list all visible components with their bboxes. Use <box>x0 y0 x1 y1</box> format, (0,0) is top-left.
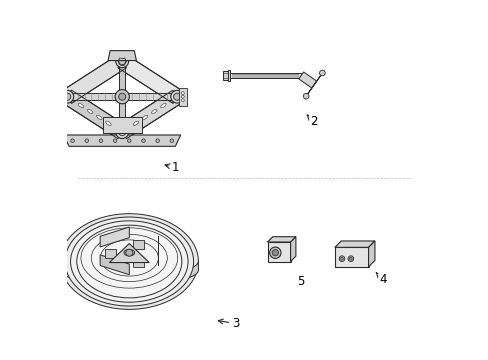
Text: 5: 5 <box>297 275 305 288</box>
Circle shape <box>272 249 278 256</box>
Ellipse shape <box>77 225 182 298</box>
Polygon shape <box>222 71 227 80</box>
Polygon shape <box>334 247 368 267</box>
Text: 1: 1 <box>165 161 179 174</box>
Circle shape <box>170 90 183 103</box>
Ellipse shape <box>70 221 188 302</box>
Polygon shape <box>63 55 126 103</box>
Polygon shape <box>67 94 177 100</box>
Polygon shape <box>63 90 126 139</box>
Circle shape <box>61 99 63 102</box>
Circle shape <box>347 256 353 261</box>
Circle shape <box>181 99 184 102</box>
Polygon shape <box>179 88 186 105</box>
Polygon shape <box>102 117 142 133</box>
Text: 2: 2 <box>306 115 317 128</box>
Polygon shape <box>119 61 125 132</box>
Ellipse shape <box>65 217 193 306</box>
Circle shape <box>119 129 125 136</box>
Circle shape <box>85 139 88 143</box>
Ellipse shape <box>133 121 139 125</box>
Polygon shape <box>118 55 181 103</box>
Polygon shape <box>105 249 116 258</box>
Circle shape <box>170 139 173 143</box>
Circle shape <box>303 93 308 99</box>
Polygon shape <box>100 255 129 275</box>
Circle shape <box>142 139 145 143</box>
Polygon shape <box>290 237 295 261</box>
Ellipse shape <box>105 121 111 125</box>
Polygon shape <box>100 227 129 247</box>
Circle shape <box>61 92 63 95</box>
Circle shape <box>99 139 102 143</box>
Polygon shape <box>63 135 181 146</box>
Circle shape <box>71 139 74 143</box>
Circle shape <box>113 139 117 143</box>
Polygon shape <box>298 72 316 88</box>
Polygon shape <box>227 70 230 81</box>
Circle shape <box>181 95 184 98</box>
Circle shape <box>119 93 125 100</box>
Ellipse shape <box>151 109 157 114</box>
Polygon shape <box>60 261 198 285</box>
Circle shape <box>127 139 131 143</box>
Circle shape <box>116 55 128 68</box>
Text: 3: 3 <box>218 317 239 330</box>
Ellipse shape <box>78 103 83 108</box>
Polygon shape <box>133 258 143 267</box>
Ellipse shape <box>161 103 166 108</box>
Polygon shape <box>267 237 295 242</box>
Ellipse shape <box>60 214 198 309</box>
Text: 4: 4 <box>375 273 386 286</box>
Polygon shape <box>118 90 181 139</box>
Ellipse shape <box>142 115 147 120</box>
Circle shape <box>156 139 159 143</box>
Ellipse shape <box>124 249 134 256</box>
Polygon shape <box>304 71 324 99</box>
Circle shape <box>61 90 74 103</box>
Circle shape <box>63 93 71 100</box>
Ellipse shape <box>97 115 102 120</box>
Polygon shape <box>230 73 301 78</box>
Polygon shape <box>65 93 179 100</box>
Polygon shape <box>133 240 143 249</box>
Ellipse shape <box>87 109 93 114</box>
Circle shape <box>116 126 128 139</box>
Polygon shape <box>368 241 374 267</box>
Polygon shape <box>267 242 290 261</box>
Circle shape <box>173 93 181 100</box>
Circle shape <box>125 249 133 256</box>
Circle shape <box>349 257 351 260</box>
Polygon shape <box>109 243 149 262</box>
Polygon shape <box>108 51 136 60</box>
Circle shape <box>340 257 343 260</box>
Circle shape <box>61 95 63 98</box>
Circle shape <box>181 92 184 95</box>
Circle shape <box>269 247 281 258</box>
Circle shape <box>119 58 125 65</box>
Circle shape <box>339 256 344 261</box>
Circle shape <box>319 70 325 76</box>
Polygon shape <box>334 241 374 247</box>
Polygon shape <box>58 88 66 105</box>
Circle shape <box>115 90 129 104</box>
